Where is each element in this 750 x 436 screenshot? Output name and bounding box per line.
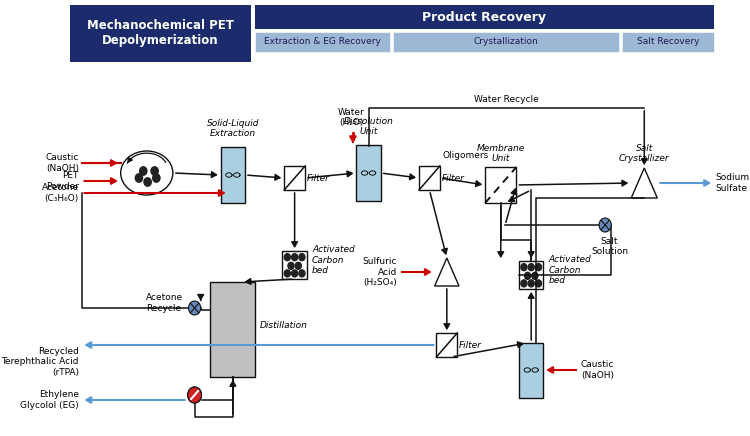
Circle shape: [299, 270, 305, 277]
Circle shape: [151, 167, 158, 175]
Text: Activated
Carbon
bed: Activated Carbon bed: [548, 255, 591, 285]
Circle shape: [135, 174, 142, 182]
Text: Sulfuric
Acid
(H₂SO₄): Sulfuric Acid (H₂SO₄): [363, 257, 398, 287]
Text: Ethylene
Glycolol (EG): Ethylene Glycolol (EG): [20, 390, 79, 410]
Text: Solid-Liquid
Extraction: Solid-Liquid Extraction: [206, 119, 259, 138]
Circle shape: [284, 270, 290, 277]
Polygon shape: [435, 258, 459, 286]
FancyBboxPatch shape: [256, 32, 390, 52]
Circle shape: [532, 272, 538, 279]
FancyBboxPatch shape: [70, 5, 251, 62]
Text: Dissolution
Unit: Dissolution Unit: [344, 116, 394, 136]
Text: Water Recycle: Water Recycle: [474, 95, 538, 104]
FancyBboxPatch shape: [356, 146, 381, 201]
Text: Activated
Carbon
bed: Activated Carbon bed: [312, 245, 355, 275]
Circle shape: [296, 262, 302, 269]
Circle shape: [153, 174, 160, 182]
Text: Water
(H₂O): Water (H₂O): [338, 108, 364, 127]
Circle shape: [520, 264, 527, 271]
Circle shape: [292, 254, 298, 261]
Text: Membrane
Unit: Membrane Unit: [477, 143, 525, 163]
Ellipse shape: [121, 151, 172, 195]
Text: Filter: Filter: [459, 341, 482, 350]
Circle shape: [188, 387, 202, 403]
Circle shape: [188, 387, 202, 403]
Text: Mechanochemical PET
Depolymerization: Mechanochemical PET Depolymerization: [87, 19, 234, 47]
Circle shape: [288, 262, 294, 269]
FancyBboxPatch shape: [284, 166, 305, 190]
Text: Filter: Filter: [307, 174, 330, 183]
Text: Caustic
(NaOH): Caustic (NaOH): [46, 153, 79, 173]
FancyBboxPatch shape: [210, 282, 256, 377]
Text: Extraction & EG Recovery: Extraction & EG Recovery: [264, 37, 381, 47]
Circle shape: [599, 218, 611, 232]
Polygon shape: [632, 168, 657, 198]
Text: Crystallization: Crystallization: [473, 37, 538, 47]
Circle shape: [188, 301, 201, 315]
Text: Acetone
Recycle: Acetone Recycle: [146, 293, 183, 313]
Circle shape: [528, 264, 534, 271]
Circle shape: [292, 270, 298, 277]
FancyBboxPatch shape: [622, 32, 714, 52]
FancyBboxPatch shape: [220, 147, 245, 202]
FancyBboxPatch shape: [436, 333, 457, 357]
Text: Caustic
(NaOH): Caustic (NaOH): [580, 360, 614, 380]
FancyBboxPatch shape: [519, 261, 544, 289]
Circle shape: [520, 280, 527, 287]
Circle shape: [536, 264, 542, 271]
Circle shape: [536, 280, 542, 287]
FancyBboxPatch shape: [419, 166, 440, 190]
Circle shape: [144, 178, 152, 186]
Circle shape: [524, 272, 530, 279]
Text: Salt Recovery: Salt Recovery: [637, 37, 699, 47]
Text: Filter: Filter: [442, 174, 464, 183]
Circle shape: [284, 254, 290, 261]
Circle shape: [528, 280, 534, 287]
FancyBboxPatch shape: [283, 251, 307, 279]
Text: Acetone
(C₃H₆O): Acetone (C₃H₆O): [42, 183, 79, 203]
Text: Distillation: Distillation: [260, 320, 308, 330]
Text: Product Recovery: Product Recovery: [422, 10, 546, 24]
Text: Salt
Solution: Salt Solution: [591, 237, 628, 256]
Text: Oligomers: Oligomers: [442, 151, 489, 160]
FancyBboxPatch shape: [256, 5, 714, 29]
FancyBboxPatch shape: [519, 343, 544, 398]
FancyBboxPatch shape: [485, 167, 517, 203]
Circle shape: [299, 254, 305, 261]
Circle shape: [140, 167, 147, 175]
Text: PET
Powder: PET Powder: [46, 171, 79, 191]
Text: Recycled
Terephthalic Acid
(rTPA): Recycled Terephthalic Acid (rTPA): [2, 347, 79, 377]
Text: Salt
Crystallizer: Salt Crystallizer: [619, 143, 670, 163]
Text: Sodium
Sulfate: Sodium Sulfate: [716, 173, 750, 193]
FancyBboxPatch shape: [393, 32, 619, 52]
